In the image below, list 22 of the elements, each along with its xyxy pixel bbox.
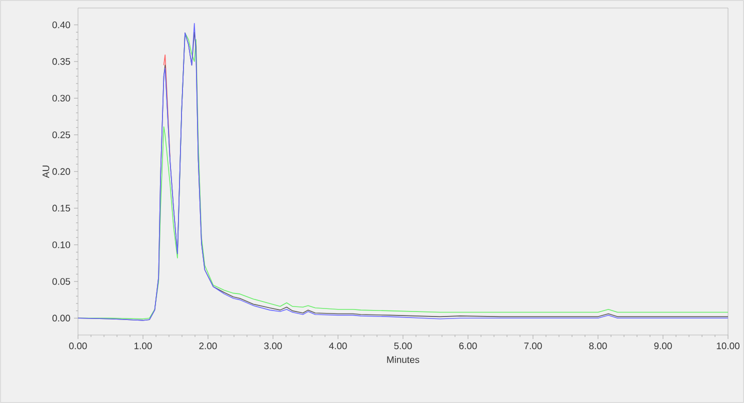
y-tick-label: 0.10	[52, 241, 70, 248]
y-tick-label: 0.20	[52, 168, 70, 175]
x-tick-label: 6.00	[459, 342, 477, 350]
x-tick-label: 9.00	[654, 342, 672, 350]
x-axis-title: Minutes	[387, 356, 420, 364]
y-axis-title: AU	[42, 166, 50, 178]
y-tick-label: 0.30	[52, 94, 70, 102]
x-tick-label: 7.00	[524, 342, 542, 350]
x-tick-label: 3.00	[264, 342, 282, 350]
x-tick-label: 8.00	[589, 342, 607, 350]
y-tick-label: 0.25	[52, 131, 70, 138]
y-tick-label: 0.40	[52, 22, 70, 28]
x-tick-label: 1.00	[134, 342, 152, 350]
x-tick-label: 4.00	[329, 342, 347, 350]
y-tick-label: 0.35	[52, 58, 70, 65]
x-tick-label: 10.00	[716, 342, 740, 350]
y-tick-label: 0.00	[52, 314, 70, 322]
y-tick-label: 0.05	[52, 278, 70, 285]
x-tick-label: 2.00	[199, 342, 217, 350]
x-tick-label: 0.00	[69, 342, 87, 350]
y-tick-label: 0.15	[52, 204, 70, 212]
x-tick-label: 5.00	[394, 342, 412, 350]
